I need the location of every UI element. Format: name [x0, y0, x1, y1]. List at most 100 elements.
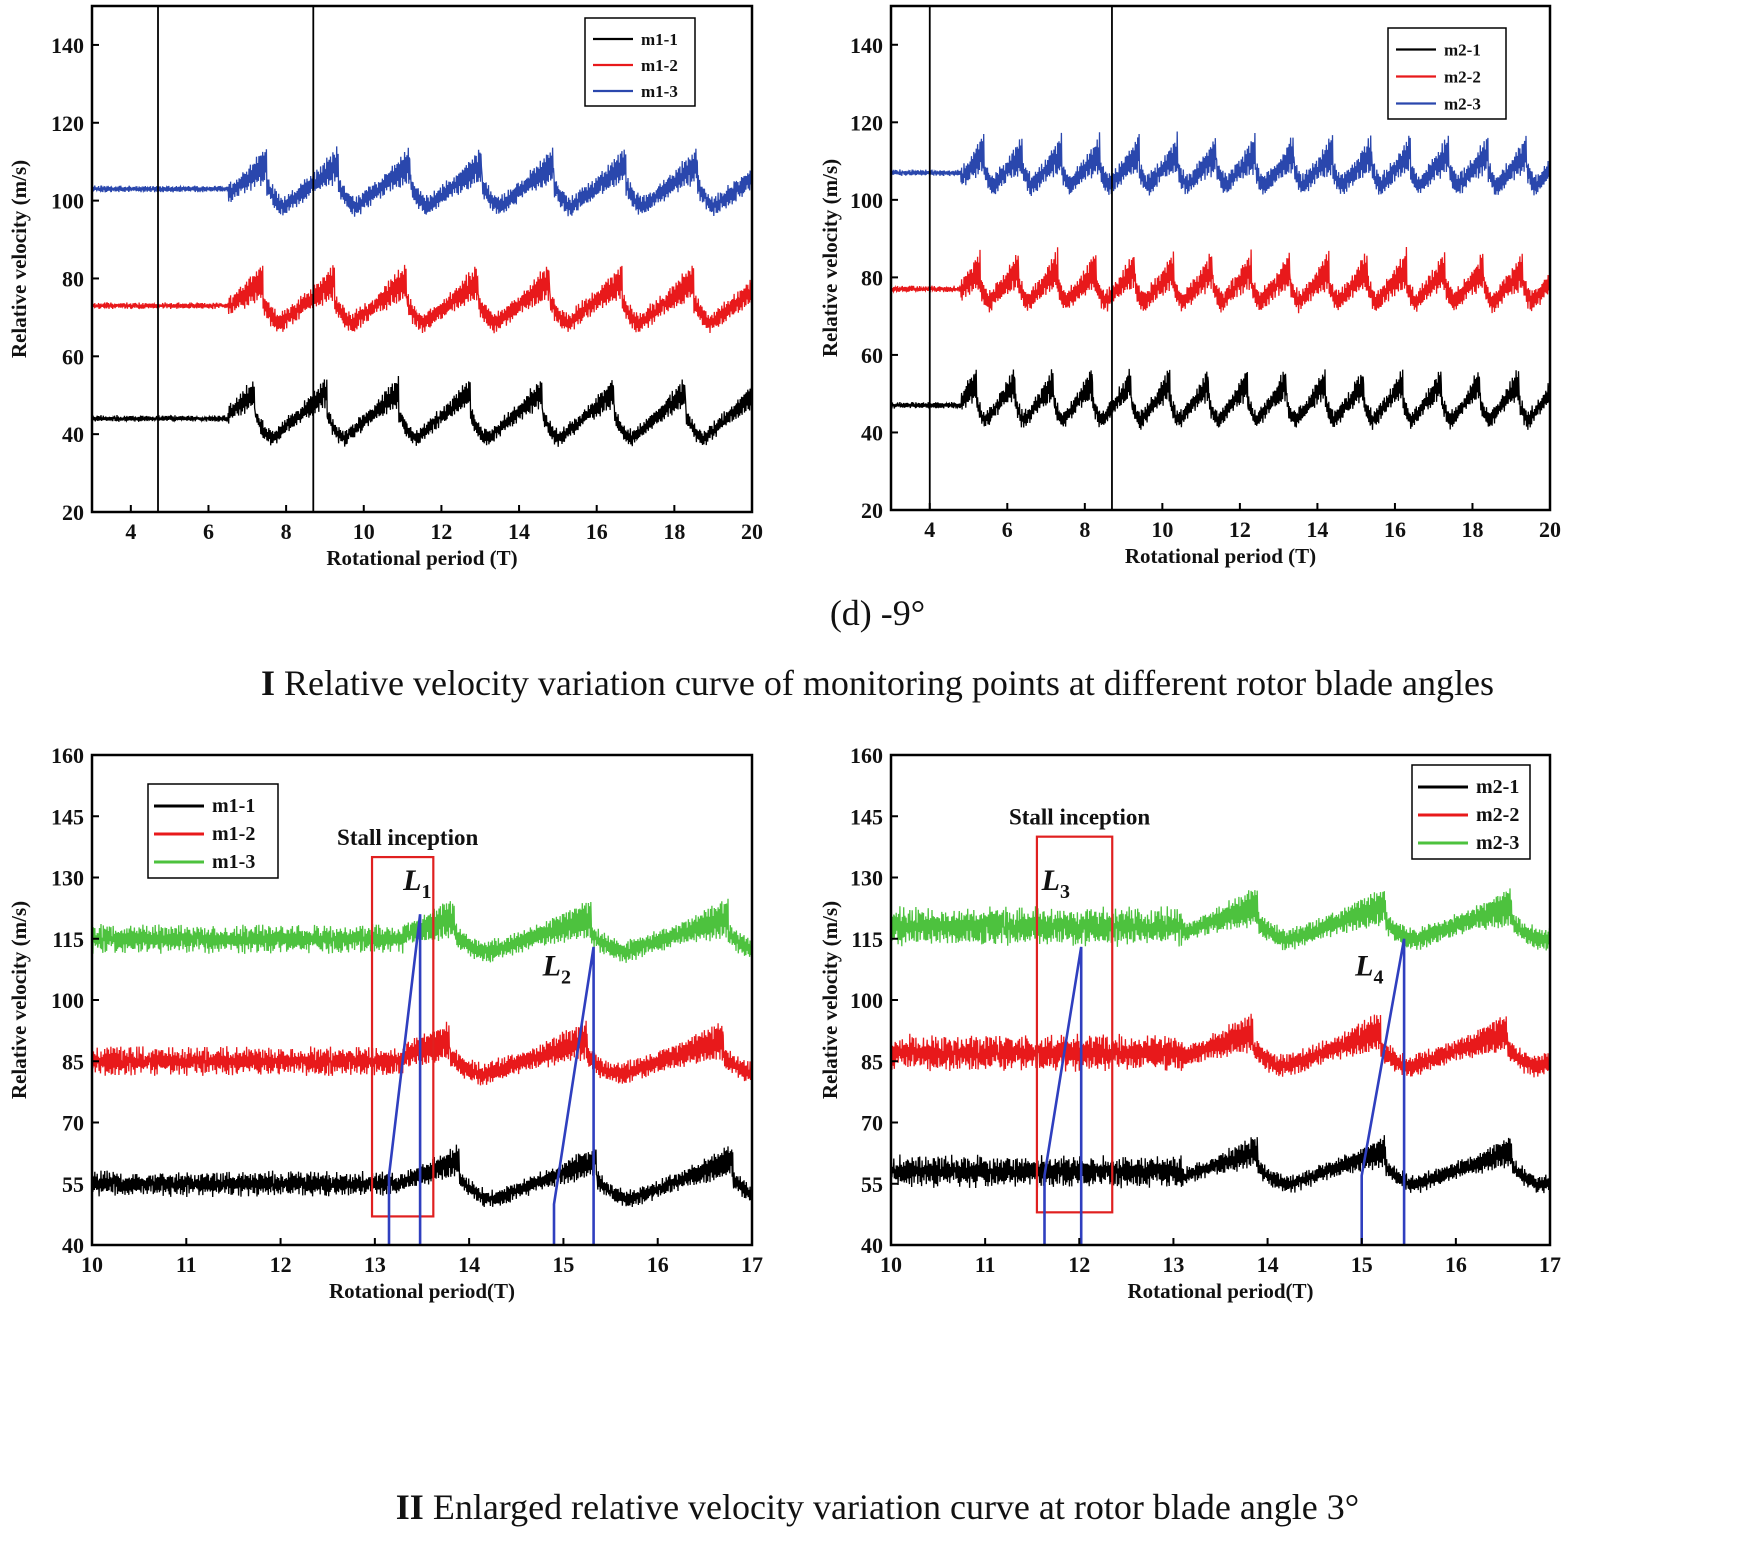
y-tick-label: 100 [850, 188, 883, 213]
x-tick-label: 16 [1445, 1252, 1467, 1277]
legend-label-m2-3: m2-3 [1476, 832, 1519, 854]
x-tick-label: 16 [586, 519, 608, 544]
chart-bottom-right-svg: Stall inception L3 L4 10 11 12 13 14 15 16 17 40 55 7… [818, 743, 1561, 1303]
x-tick-label: 15 [552, 1252, 574, 1277]
x-tick-label: 8 [281, 519, 292, 544]
chart-bottom-right: Stall inception L3 L4 10 11 12 13 14 15 16 17 40 55 7… [805, 735, 1755, 1315]
y-tick-label: 85 [62, 1049, 84, 1074]
x-tick-label: 4 [924, 517, 935, 542]
stall-inception-label: Stall inception [337, 825, 478, 850]
legend-label-m2-1: m2-1 [1444, 41, 1481, 60]
y-tick-label: 55 [62, 1172, 84, 1197]
y-tick-label: 100 [51, 988, 84, 1013]
x-tick-label: 20 [741, 519, 763, 544]
series-group [92, 146, 752, 447]
y-tick-label: 70 [62, 1111, 84, 1136]
x-axis-label: Rotational period (T) [326, 546, 517, 570]
x-axis-label: Rotational period (T) [1125, 544, 1316, 568]
y-tick-label: 140 [51, 33, 84, 58]
legend-label-m1-3: m1-3 [212, 851, 255, 873]
x-tick-label: 13 [1162, 1252, 1184, 1277]
x-tick-label: 20 [1539, 517, 1561, 542]
x-tick-label: 4 [125, 519, 136, 544]
propagation-label-L4: L4 [1354, 950, 1383, 989]
x-tick-label: 18 [663, 519, 685, 544]
y-tick-label: 70 [861, 1111, 883, 1136]
y-tick-label: 20 [861, 498, 883, 523]
y-tick-label: 100 [51, 189, 84, 214]
series-line-m1-3 [92, 898, 752, 963]
x-tick-label: 15 [1351, 1252, 1373, 1277]
series-line-m2-3 [891, 888, 1550, 951]
series-line-m2-2 [891, 246, 1550, 314]
y-tick-label: 145 [51, 804, 84, 829]
x-tick-label: 11 [975, 1252, 996, 1277]
y-tick-label: 115 [851, 927, 883, 952]
x-tick-label: 10 [880, 1252, 902, 1277]
y-tick-label: 85 [861, 1049, 883, 1074]
legend-box [584, 17, 696, 107]
x-tick-label: 10 [81, 1252, 103, 1277]
series-line-m1-3 [92, 146, 752, 217]
legend-box [1387, 27, 1507, 120]
y-tick-label: 40 [62, 1233, 84, 1258]
legend-label-m1-2: m1-2 [212, 823, 255, 845]
legend-label-m1-2: m1-2 [641, 56, 678, 75]
y-axis-label: Relative velocity (m/s) [7, 160, 31, 358]
series-line-m1-1 [92, 1144, 752, 1208]
legend-label-m2-1: m2-1 [1476, 776, 1519, 798]
x-tick-label: 16 [1384, 517, 1406, 542]
legend: m1-1 m1-2 m1-3 [147, 783, 279, 879]
y-tick-label: 60 [62, 344, 84, 369]
y-tick-label: 40 [861, 420, 883, 445]
subfigure-caption: (d) -9° [0, 592, 1755, 634]
plot-frame [90, 4, 754, 514]
chart-top-right: 4 6 8 10 12 14 16 18 20 20 40 60 80 100 120 140 Rotation… [805, 0, 1755, 590]
propagation-label-L2: L2 [542, 950, 571, 989]
y-tick-label: 130 [850, 866, 883, 891]
y-tick-label: 140 [850, 33, 883, 58]
x-tick-label: 12 [430, 519, 452, 544]
propagation-line-L3 [1043, 946, 1083, 1245]
propagation-label-L3: L3 [1041, 864, 1070, 903]
y-tick-label: 120 [51, 111, 84, 136]
series-line-m1-1 [92, 375, 752, 447]
x-tick-label: 18 [1461, 517, 1483, 542]
x-tick-label: 17 [1539, 1252, 1561, 1277]
series-group [891, 131, 1550, 430]
y-tick-label: 40 [861, 1233, 883, 1258]
x-tick-label: 6 [1002, 517, 1013, 542]
y-axis-label: Relative velocity (m/s) [7, 901, 31, 1099]
x-axis-label: Rotational period(T) [329, 1279, 515, 1303]
x-tick-label: 12 [1229, 517, 1251, 542]
y-tick-label: 60 [861, 343, 883, 368]
plot-frame [889, 4, 1552, 512]
y-tick-label: 145 [850, 804, 883, 829]
chart-top-left-svg: 4 6 8 10 12 14 16 18 20 20 40 60 80 100 120 140 Rotation… [7, 4, 763, 570]
x-axis-label: Rotational period(T) [1127, 1279, 1313, 1303]
stall-inception-box [370, 855, 435, 1218]
x-tick-label: 10 [1151, 517, 1173, 542]
y-axis-label: Relative velocity (m/s) [818, 159, 842, 357]
chart-bottom-left-svg: Stall inception L1 L2 10 11 12 13 14 15 16 17 40 55 7… [7, 743, 763, 1303]
y-tick-label: 80 [62, 266, 84, 291]
figure-caption-1-text: Relative velocity variation curve of mon… [284, 663, 1494, 703]
legend-label-m1-1: m1-1 [212, 795, 255, 817]
x-tick-label: 14 [508, 519, 530, 544]
figure-caption-1-roman: I [261, 663, 276, 703]
y-tick-label: 40 [62, 422, 84, 447]
y-tick-label: 80 [861, 265, 883, 290]
chart-bottom-left: Stall inception L1 L2 10 11 12 13 14 15 16 17 40 55 7… [0, 735, 790, 1315]
series-group [891, 888, 1550, 1194]
subfigure-label: (d) -9° [829, 593, 926, 633]
propagation-label-L1: L1 [402, 864, 431, 903]
x-tick-label: 13 [364, 1252, 386, 1277]
legend-label-m2-2: m2-2 [1444, 68, 1481, 87]
chart-top-left: 4 6 8 10 12 14 16 18 20 20 40 60 80 100 120 140 Rotation… [0, 0, 790, 590]
y-tick-label: 120 [850, 110, 883, 135]
x-tick-label: 17 [741, 1252, 763, 1277]
y-axis-label: Relative velocity (m/s) [818, 901, 842, 1099]
x-tick-label: 16 [647, 1252, 669, 1277]
x-tick-label: 14 [458, 1252, 480, 1277]
series-line-m1-2 [92, 264, 752, 334]
